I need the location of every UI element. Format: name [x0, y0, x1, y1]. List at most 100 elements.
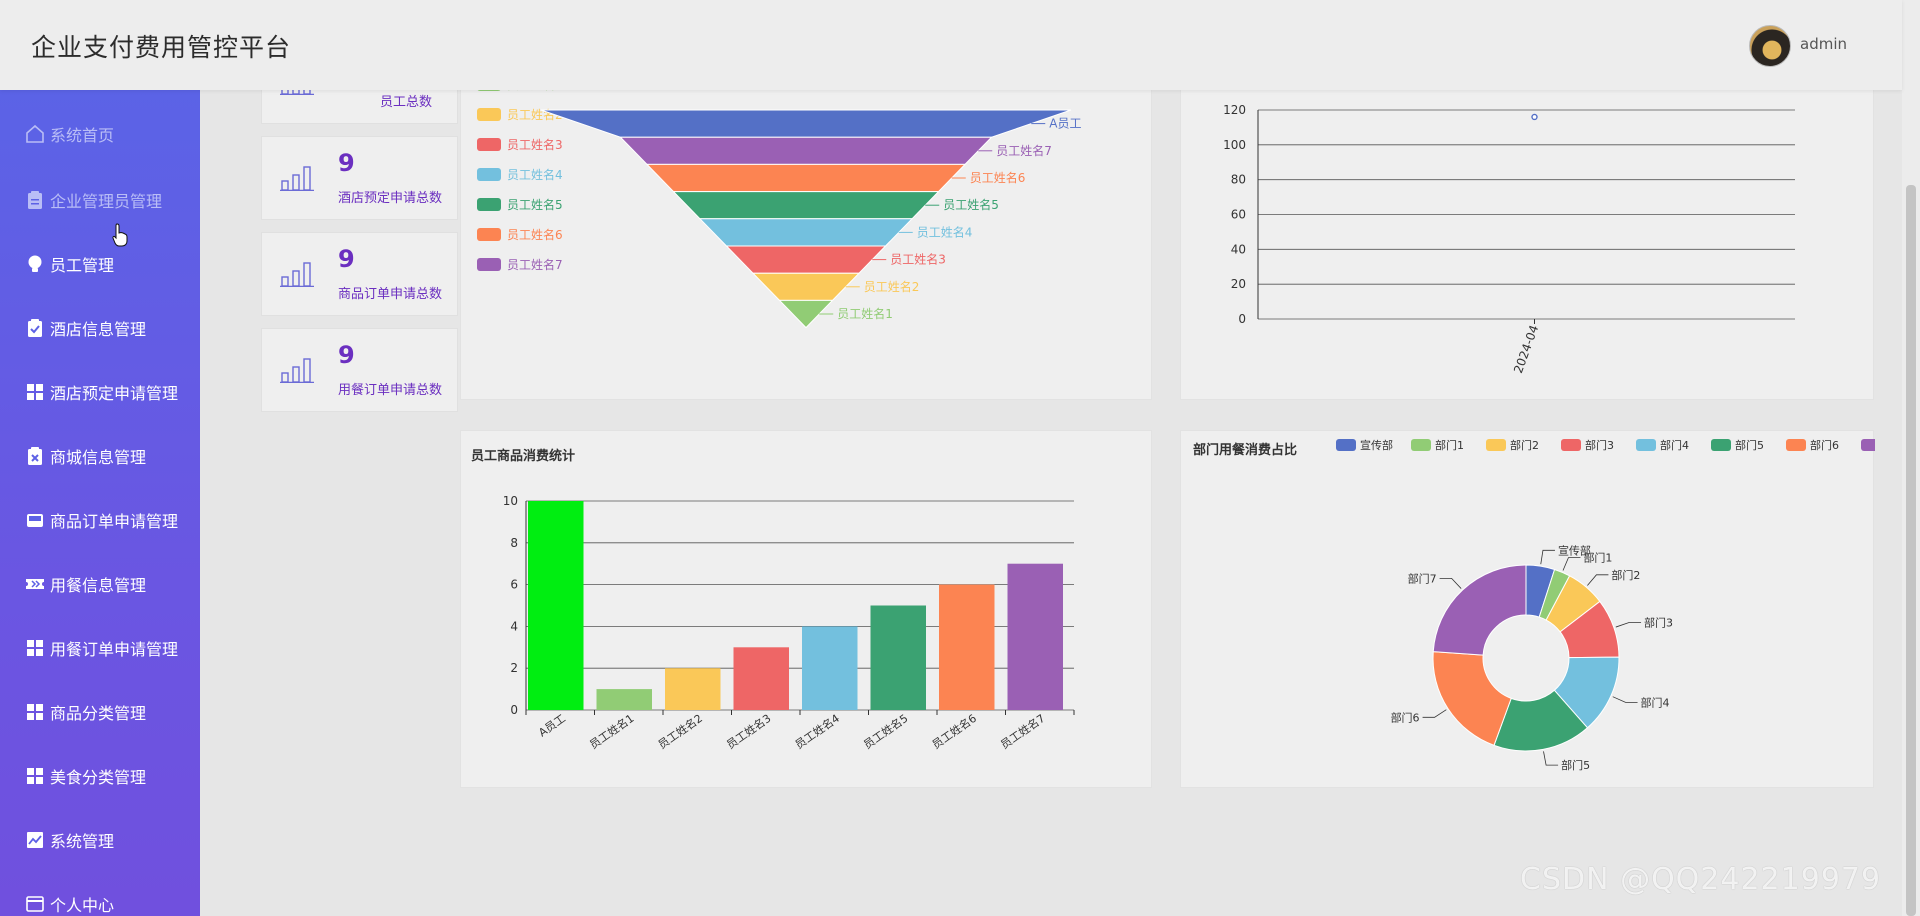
legend-swatch: [477, 198, 501, 211]
sidebar-item-label: 用餐信息管理: [50, 576, 147, 595]
bar: [733, 647, 789, 710]
chart-line-icon: [25, 830, 45, 850]
legend-label: 宣传部: [1360, 438, 1393, 452]
legend-swatch: [1486, 439, 1506, 451]
sidebar-item-label: 商城信息管理: [50, 448, 147, 467]
grid-icon: [25, 638, 45, 658]
funnel-segment: [725, 245, 887, 274]
sidebar-item-employee[interactable]: 员工管理: [0, 244, 200, 284]
bar: [528, 501, 584, 710]
legend-label: 部门2: [1510, 438, 1539, 452]
avatar[interactable]: [1749, 25, 1791, 67]
y-tick-label: 4: [510, 619, 518, 633]
y-tick-label: 20: [1231, 277, 1246, 291]
sidebar-item-label: 个人中心: [50, 896, 115, 915]
sidebar-item-profile[interactable]: 个人中心: [0, 884, 200, 916]
sidebar-item-food-category[interactable]: 美食分类管理: [0, 756, 200, 796]
watermark: CSDN @QQ242219979: [1520, 862, 1882, 897]
label-line: [1562, 557, 1581, 571]
y-tick-label: 80: [1231, 173, 1246, 187]
label-line: [1540, 549, 1555, 565]
stat-card-meal-order: 9 用餐订单申请总数: [261, 328, 458, 412]
legend-label: 部门5: [1735, 438, 1764, 452]
clipboard-check-icon: [25, 318, 45, 338]
funnel-panel: 员工姓名1 员工姓名2 员工姓名3 员工姓名4 员工姓名5 员工姓名6 员工姓名7 A员工员工…: [460, 40, 1152, 400]
legend-label: 部门3: [1585, 438, 1614, 452]
y-tick-label: 6: [510, 578, 518, 592]
scatter-panel: 0 20 40 60 80 100 120 2024-04: [1180, 40, 1874, 400]
bar: [665, 668, 721, 710]
legend-label: 员工姓名7: [507, 257, 563, 272]
sidebar-item-meal-order[interactable]: 用餐订单申请管理: [0, 628, 200, 668]
bar: [939, 584, 995, 710]
funnel-segment: [672, 191, 940, 220]
legend-swatch: [477, 228, 501, 241]
sidebar-item-hotel-booking[interactable]: 酒店预定申请管理: [0, 372, 200, 412]
legend-swatch: [1711, 439, 1731, 451]
sidebar-item-label: 系统管理: [50, 832, 115, 851]
y-tick-label: 120: [1223, 103, 1246, 117]
sidebar-item-label: 员工管理: [50, 256, 115, 275]
funnel-segment: [540, 109, 1072, 138]
funnel-segment: [619, 136, 993, 165]
bar-chart-title: 员工商品消费统计: [471, 449, 576, 464]
sidebar-item-label: 商品订单申请管理: [50, 512, 179, 531]
stat-label: 酒店预定申请总数: [338, 191, 443, 206]
sidebar-item-enterprise-admin[interactable]: 企业管理员管理: [0, 180, 200, 220]
stat-card-hotel-booking: 9 酒店预定申请总数: [261, 136, 458, 220]
bar: [870, 605, 926, 710]
sidebar-item-label: 酒店预定申请管理: [50, 384, 179, 403]
pie-chart-title: 部门用餐消费占比: [1193, 443, 1298, 458]
pie-label: 部门4: [1641, 695, 1670, 709]
funnel-label: 员工姓名2: [864, 279, 920, 294]
username[interactable]: admin: [1800, 35, 1847, 53]
pie-slice: [1432, 564, 1527, 656]
clipboard-x-icon: [25, 446, 45, 466]
x-tick-label: 员工姓名7: [998, 711, 1048, 752]
stat-label: 用餐订单申请总数: [338, 383, 443, 398]
y-tick-label: 10: [503, 494, 518, 508]
legend-label: 员工姓名3: [507, 137, 563, 152]
grid-icon: [25, 766, 45, 786]
sidebar-item-mall-info[interactable]: 商城信息管理: [0, 436, 200, 476]
sidebar-item-label: 用餐订单申请管理: [50, 640, 179, 659]
y-tick-label: 0: [1238, 312, 1246, 326]
y-tick-label: 40: [1231, 242, 1246, 256]
ticket-icon: [25, 574, 45, 594]
legend-swatch: [1336, 439, 1356, 451]
funnel-label: 员工姓名5: [943, 197, 999, 212]
funnel-label: A员工: [1049, 117, 1081, 131]
funnel-label: 员工姓名1: [837, 306, 893, 321]
sidebar-item-home[interactable]: 系统首页: [0, 114, 200, 154]
sidebar-item-label: 系统首页: [50, 126, 115, 145]
bar: [1007, 563, 1063, 710]
sidebar-item-label: 企业管理员管理: [50, 192, 163, 211]
legend-label: 员工姓名4: [507, 167, 563, 182]
bulb-icon: [25, 254, 45, 274]
stat-label: 商品订单申请总数: [338, 287, 443, 302]
label-line: [1615, 622, 1642, 628]
legend-swatch: [1786, 439, 1806, 451]
legend-swatch: [477, 108, 501, 121]
scrollbar-thumb[interactable]: [1906, 185, 1916, 916]
y-tick-label: 0: [510, 703, 518, 717]
sidebar-item-meal-info[interactable]: 用餐信息管理: [0, 564, 200, 604]
funnel-label: 员工姓名3: [890, 252, 946, 267]
sidebar-item-label: 酒店信息管理: [50, 320, 147, 339]
label-line: [1439, 577, 1462, 589]
legend-swatch: [477, 138, 501, 151]
pie-label: 部门7: [1408, 571, 1437, 585]
legend-swatch: [477, 168, 501, 181]
pie-label: 部门1: [1583, 551, 1612, 565]
funnel-label: 员工姓名6: [970, 170, 1026, 185]
legend-label: 员工姓名6: [507, 227, 563, 242]
x-tick-label: 员工姓名3: [724, 711, 774, 752]
x-tick-label: 员工姓名2: [655, 711, 705, 752]
pie-panel: 部门用餐消费占比 宣传部部门1部门2部门3部门4部门5部门6部门7宣传部部门1部…: [1180, 430, 1914, 788]
sidebar-item-hotel-info[interactable]: 酒店信息管理: [0, 308, 200, 348]
pie-label: 宣传部: [1558, 543, 1591, 557]
sidebar-item-system[interactable]: 系统管理: [0, 820, 200, 860]
pie-label: 部门5: [1561, 758, 1590, 772]
sidebar-item-goods-order[interactable]: 商品订单申请管理: [0, 500, 200, 540]
sidebar-item-goods-category[interactable]: 商品分类管理: [0, 692, 200, 732]
